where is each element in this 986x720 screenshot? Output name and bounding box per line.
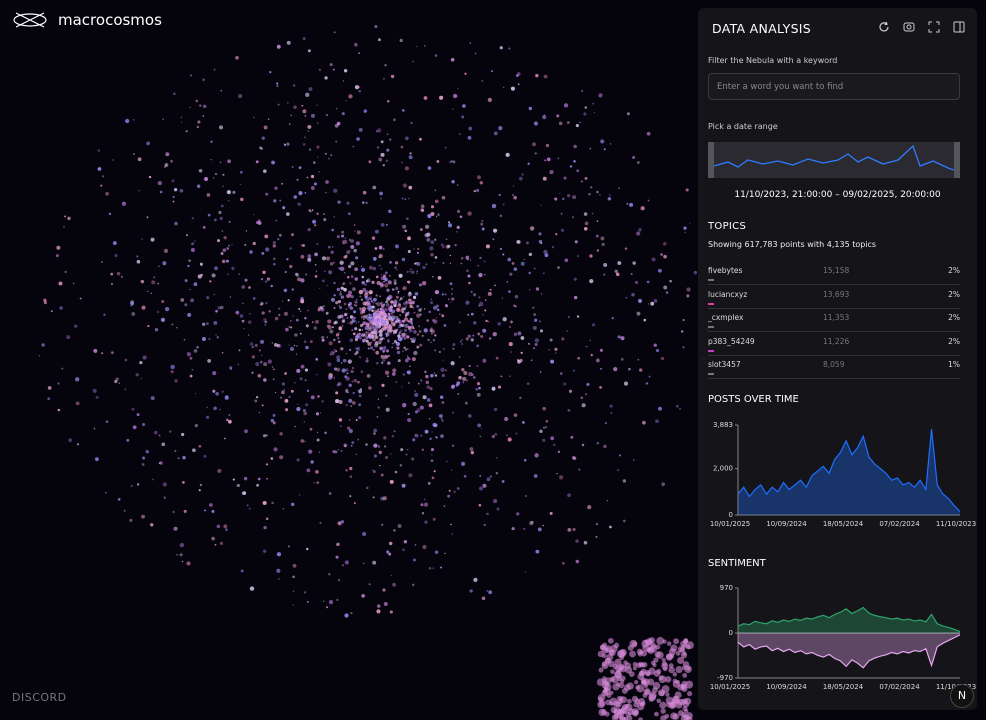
topic-share: 2% — [948, 336, 960, 346]
brand-name: macrocosmos — [58, 11, 162, 29]
area — [738, 633, 960, 668]
topic-color — [708, 279, 714, 281]
fullscreen-icon[interactable] — [928, 21, 940, 33]
topic-name: p383_54249 — [708, 336, 755, 346]
x-tick-label: 07/02/2024 — [879, 520, 920, 528]
topic-name: fivebytes — [708, 266, 743, 275]
topic-count: 15,158 — [823, 266, 850, 275]
x-tick-label: 10/09/2024 — [766, 683, 807, 691]
y-tick-label: 0 — [729, 629, 733, 637]
panel-icons — [878, 21, 965, 33]
y-tick-label: -970 — [717, 674, 733, 682]
topic-name: luciancxyz — [708, 289, 748, 299]
y-tick-label: 0 — [729, 511, 733, 519]
x-tick-label: 18/05/2024 — [823, 683, 864, 691]
charts: POSTS OVER TIME 0 2,000 3,883 10/01/2025 10/0… — [708, 394, 976, 691]
topic-count: 11,353 — [823, 313, 850, 322]
topic-name: _cxmplex — [708, 313, 744, 322]
discord-link[interactable]: DISCORD — [12, 691, 67, 704]
x-tick-label: 10/01/2025 — [710, 520, 750, 528]
topic-count: 13,693 — [823, 289, 850, 299]
topic-share: 1% — [948, 360, 960, 369]
nebula-points — [38, 25, 727, 720]
topic-name: slot3457 — [708, 360, 741, 369]
x-tick-label: 18/05/2024 — [823, 520, 864, 528]
topics-summary: Showing 617,783 points with 4,135 topics — [708, 240, 877, 249]
filter-label: Filter the Nebula with a keyword — [708, 56, 838, 65]
topics-title: TOPICS — [708, 221, 747, 232]
x-tick-label: 10/01/2025 — [710, 683, 750, 691]
panel-title: DATA ANALYSIS — [712, 21, 812, 36]
topic-row[interactable]: luciancxyz 13,693 2% — [708, 286, 960, 309]
date-slider[interactable] — [708, 142, 960, 178]
collapse-icon[interactable] — [953, 21, 965, 33]
refresh-icon[interactable] — [878, 21, 890, 33]
y-tick-label: 3,883 — [713, 421, 733, 429]
date-label: Pick a date range — [708, 122, 778, 131]
topic-color — [708, 349, 714, 352]
series-line — [737, 634, 961, 669]
corner-button[interactable]: N — [950, 684, 974, 708]
topic-row[interactable]: p383_54249 11,226 2% — [708, 333, 960, 356]
brand[interactable]: macrocosmos — [12, 10, 162, 30]
x-tick-label: 07/02/2024 — [879, 683, 920, 691]
keyword-input[interactable]: Enter a word you want to find — [708, 73, 960, 100]
area — [738, 429, 960, 515]
topic-color — [708, 373, 714, 375]
topic-row[interactable]: _cxmplex 11,353 2% — [708, 309, 960, 332]
logo-icon — [13, 12, 47, 28]
series-line — [737, 606, 961, 633]
x-tick-label: 10/09/2024 — [766, 520, 807, 528]
topic-color — [708, 302, 714, 305]
topic-share: 2% — [948, 266, 960, 275]
y-tick-label: 970 — [720, 584, 733, 592]
series-line — [737, 429, 961, 512]
topic-count: 8,059 — [823, 360, 845, 369]
date-range-text: 11/10/2023, 21:00:00 – 09/02/2025, 20:00… — [734, 190, 941, 200]
analysis-panel: DATA ANALYSIS Filter the Nebula with a k… — [698, 8, 977, 710]
topic-share: 2% — [948, 313, 960, 322]
topic-count: 11,226 — [823, 336, 850, 346]
topic-row[interactable]: slot3457 8,059 1% — [708, 356, 960, 379]
topic-row[interactable]: fivebytes 15,158 2% — [708, 262, 960, 285]
x-tick-label: 11/10/2023 — [936, 520, 976, 528]
topic-color — [708, 326, 714, 328]
capture-icon[interactable] — [903, 21, 915, 33]
chart-title: SENTIMENT — [708, 558, 767, 569]
chart-title: POSTS OVER TIME — [708, 394, 799, 405]
y-tick-label: 2,000 — [713, 465, 733, 473]
area — [738, 607, 960, 633]
topic-share: 2% — [948, 289, 960, 299]
